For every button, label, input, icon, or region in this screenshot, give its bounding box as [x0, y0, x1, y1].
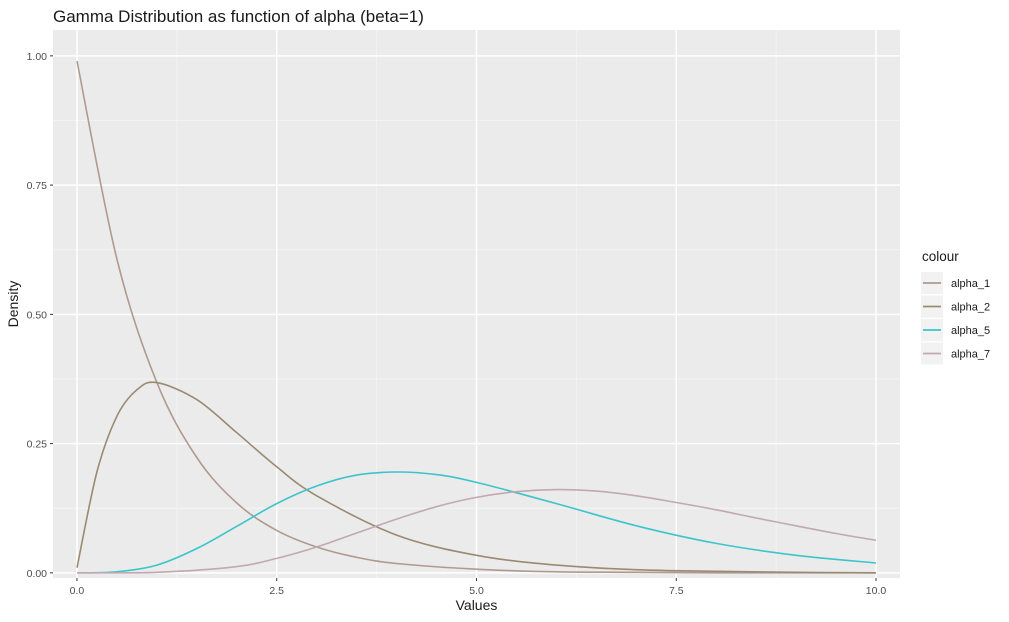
legend-label-alpha-7: alpha_7 — [951, 349, 990, 361]
series-line-alpha-1 — [76, 60, 876, 574]
legend-title: colour — [922, 249, 959, 264]
series-line-alpha-7 — [76, 488, 877, 574]
x-tick-label: 0.0 — [70, 585, 85, 597]
y-tick-label: 0.00 — [27, 568, 48, 580]
x-axis-title: Values — [456, 597, 498, 613]
legend: colour alpha_1 alpha_2 alpha_5 alpha_7 — [921, 249, 990, 365]
y-axis-title: Density — [5, 281, 21, 328]
series-line-alpha-2 — [76, 381, 877, 574]
y-tick-label: 0.25 — [27, 439, 48, 451]
y-tick-label: 1.00 — [27, 51, 48, 63]
series-lines — [76, 60, 877, 574]
x-axis: 0.0 2.5 5.0 7.5 10.0 — [70, 578, 887, 597]
x-tick-label: 5.0 — [469, 585, 484, 597]
legend-label-alpha-5: alpha_5 — [951, 325, 990, 337]
y-tick-label: 0.50 — [27, 309, 48, 321]
x-tick-label: 7.5 — [669, 585, 684, 597]
y-tick-label: 0.75 — [27, 180, 48, 192]
legend-label-alpha-1: alpha_1 — [951, 278, 990, 290]
y-axis: 0.00 0.25 0.50 0.75 1.00 — [27, 51, 53, 580]
x-tick-label: 2.5 — [269, 585, 284, 597]
x-tick-label: 10.0 — [866, 585, 887, 597]
legend-label-alpha-2: alpha_2 — [951, 302, 990, 314]
series-line-alpha-5 — [76, 471, 877, 574]
chart-title: Gamma Distribution as function of alpha … — [53, 7, 424, 26]
major-gridlines — [53, 30, 900, 578]
